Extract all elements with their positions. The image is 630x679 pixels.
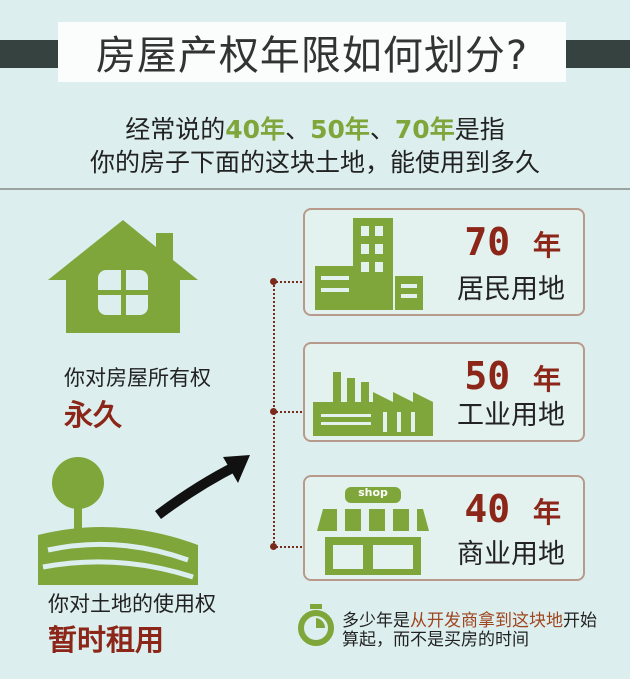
years-40: 40 年 (464, 487, 561, 531)
land-tree-icon (38, 455, 250, 585)
divider (0, 188, 630, 190)
shop-icon (317, 487, 429, 575)
title-bar-left (0, 40, 60, 68)
years-70: 70 年 (464, 220, 561, 264)
card-industrial: 50 年 工业用地 (303, 342, 585, 442)
title-bar-right (564, 40, 630, 68)
land-use-value: 暂时租用 (48, 623, 165, 657)
land-use-label: 你对土地的使用权 (48, 592, 216, 616)
house-icon (48, 220, 198, 333)
land-type: 工业用地 (457, 400, 565, 431)
land-type: 居民用地 (457, 274, 565, 305)
card-residential: 70 年 居民用地 (303, 208, 585, 316)
arrow-icon (155, 460, 241, 520)
connector-branch (276, 411, 302, 413)
stopwatch-icon (298, 604, 334, 646)
subtitle-line-1: 经常说的40年、50年、70年是指 (125, 115, 505, 144)
connector-branch (276, 281, 302, 283)
connector-branch (276, 546, 302, 548)
connector-dot (270, 408, 277, 415)
years-50: 50 年 (464, 354, 561, 398)
shop-sign: shop (358, 486, 388, 499)
footnote: 多少年是从开发商拿到这块地开始算起，而不是买房的时间 (342, 611, 597, 650)
house-ownership-value: 永久 (64, 398, 123, 432)
card-commercial: shop 40 年 商业用地 (303, 475, 585, 581)
house-ownership-label: 你对房屋所有权 (64, 366, 211, 390)
factory-icon (313, 372, 433, 436)
residential-buildings-icon (315, 218, 423, 310)
connector-dot (270, 278, 277, 285)
subtitle-line-2: 你的房子下面的这块土地，能使用到多久 (89, 148, 540, 177)
connector-dot (270, 543, 277, 550)
page-title: 房屋产权年限如何划分? (58, 22, 566, 82)
land-type: 商业用地 (457, 539, 565, 570)
